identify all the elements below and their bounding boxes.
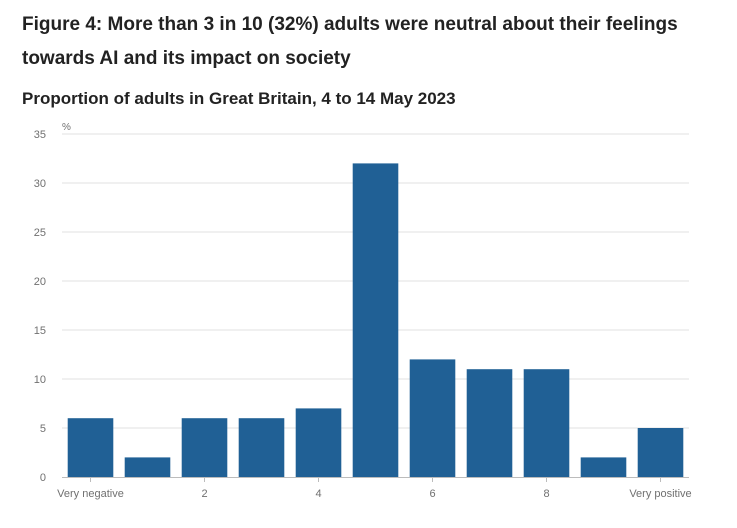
bar-2 — [181, 418, 228, 477]
bar-6 — [409, 359, 456, 477]
x-tick-label: Very positive — [629, 488, 691, 500]
y-tick-label: 15 — [34, 325, 46, 337]
y-tick-label: 10 — [34, 374, 46, 386]
y-tick-label: 30 — [34, 178, 46, 190]
x-tick-label: 4 — [315, 488, 321, 500]
bar-4 — [295, 408, 342, 477]
bar-9 — [580, 457, 627, 477]
x-tick-label: 2 — [201, 488, 207, 500]
y-axis-ticks: 0 5 10 15 20 25 30 35 — [34, 129, 46, 484]
bar-0 — [67, 418, 114, 477]
bars — [67, 163, 684, 477]
bar-7 — [466, 369, 513, 477]
x-tick-label: 6 — [429, 488, 435, 500]
chart-title: Figure 4: More than 3 in 10 (32%) adults… — [22, 14, 678, 69]
bar-1 — [124, 457, 171, 477]
x-axis-ticks: Very negative 2 4 6 8 Very positive — [57, 477, 692, 500]
y-tick-label: 35 — [34, 129, 46, 141]
chart-subtitle: Proportion of adults in Great Britain, 4… — [22, 89, 456, 108]
x-tick-label: 8 — [543, 488, 549, 500]
y-tick-label: 0 — [40, 472, 46, 484]
bar-8 — [523, 369, 570, 477]
bar-3 — [238, 418, 285, 477]
bar-5 — [352, 163, 399, 477]
y-axis-unit: % — [62, 122, 71, 133]
x-tick-label: Very negative — [57, 488, 124, 500]
bar-10 — [637, 428, 684, 477]
y-tick-label: 5 — [40, 423, 46, 435]
y-tick-label: 25 — [34, 227, 46, 239]
y-tick-label: 20 — [34, 276, 46, 288]
